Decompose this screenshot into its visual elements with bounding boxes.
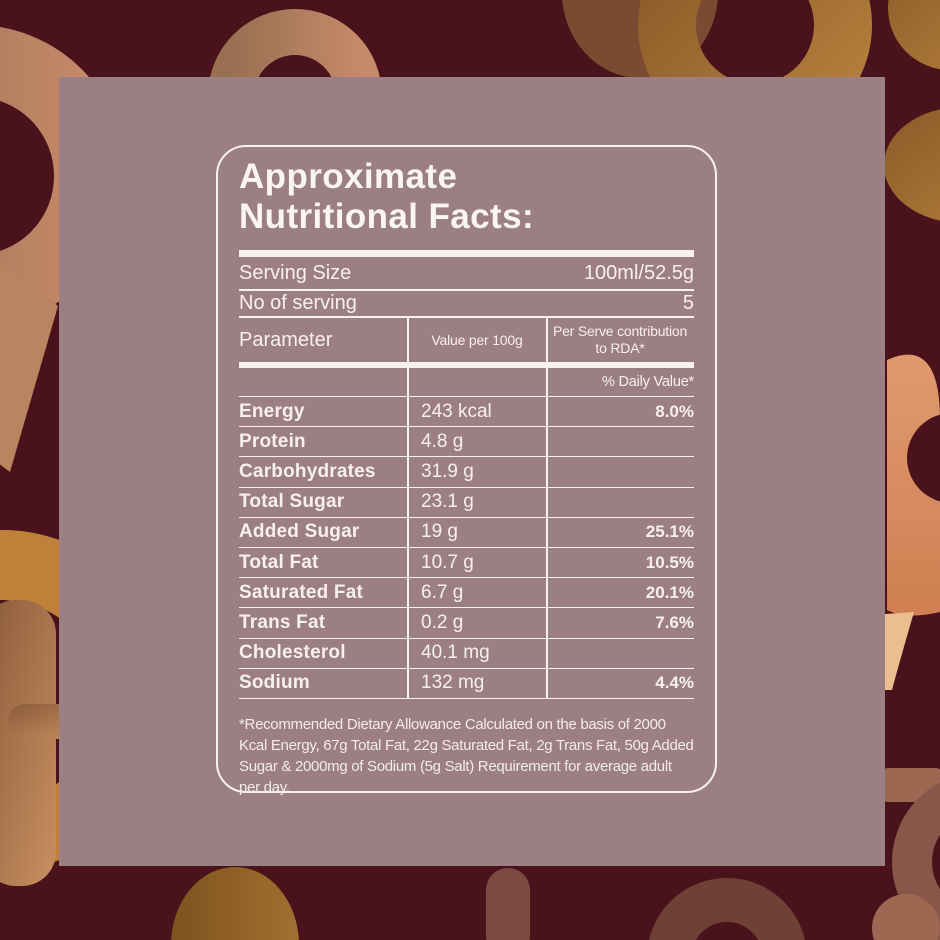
nutrient-pct: 25.1% [645,522,694,542]
serving-size-value: 100ml/52.5g [583,261,694,284]
nutrient-name: Sodium [239,672,310,694]
serving-size-row: Serving Size 100ml/52.5g [239,257,694,291]
table-row: Added Sugar 19 g 25.1% [239,518,694,548]
nutrition-table: Parameter Value per 100g Per Serve contr… [239,318,694,699]
nutrient-value: 6.7 g [421,581,464,603]
serving-size-label: Serving Size [239,261,352,284]
decor-bottom-dome [171,867,299,940]
nutrient-pct: 4.4% [655,673,694,693]
decor-salmon-notch [907,414,940,502]
divider-thick-header [239,362,694,368]
decor-salmon-shape [887,354,940,616]
decor-bottom-stick [486,868,530,940]
nutrient-value: 40.1 mg [421,642,490,664]
nutrient-name: Protein [239,430,306,452]
table-row: Energy 243 kcal 8.0% [239,397,694,428]
nutrient-pct: 20.1% [645,582,694,602]
label-title: Approximate Nutritional Facts: [239,157,694,237]
table-row: Cholesterol 40.1 mg [239,639,694,669]
decor-rose-dot [872,894,940,940]
nutrient-name: Cholesterol [239,642,346,664]
nutrient-value: 132 mg [421,672,485,694]
divider-thick-top [239,250,694,257]
nutrient-name: Total Sugar [239,491,345,513]
table-row: Protein 4.8 g [239,427,694,458]
decor-peach-sliver [885,612,914,690]
column-divider-1 [407,318,409,699]
nutrient-name: Carbohydrates [239,460,376,482]
decor-tan-column [0,600,56,886]
nutrient-name: Saturated Fat [239,581,364,603]
decor-rose-ring [892,782,940,940]
table-row: Trans Fat 0.2 g 7.6% [239,608,694,639]
nutrient-pct: 7.6% [655,612,694,632]
nutrient-value: 10.7 g [421,551,474,573]
label-content: Approximate Nutritional Facts: Serving S… [239,157,694,798]
decor-right-copper [884,109,940,221]
nutrient-value: 31.9 g [421,460,474,482]
column-divider-2 [546,318,548,699]
nutrition-label: Approximate Nutritional Facts: Serving S… [216,145,717,796]
table-header-row: Parameter Value per 100g Per Serve contr… [239,318,694,362]
daily-value-label: % Daily Value* [601,374,694,390]
nutrient-value: 4.8 g [421,430,464,452]
nutrient-name: Added Sugar [239,521,360,543]
decor-bottom-ring [649,878,805,940]
title-line-1: Approximate [239,157,458,196]
table-row: Total Sugar 23.1 g [239,488,694,518]
table-row: Sodium 132 mg 4.4% [239,669,694,699]
title-line-2: Nutritional Facts: [239,197,534,236]
table-row: Saturated Fat 6.7 g 20.1% [239,578,694,609]
rda-footnote: *Recommended Dietary Allowance Calculate… [239,715,694,796]
nutrient-value: 243 kcal [421,400,492,422]
nutrient-value: 23.1 g [421,491,474,513]
servings-count-label: No of serving [239,292,357,314]
header-parameter: Parameter [239,328,333,351]
servings-count-value: 5 [682,292,694,314]
nutrient-value: 19 g [421,521,458,543]
decor-left-wedge [0,262,58,472]
daily-value-row: % Daily Value* [239,368,694,397]
nutrient-value: 0.2 g [421,611,464,633]
nutrient-pct: 10.5% [645,552,694,572]
nutrient-name: Total Fat [239,551,319,573]
nutrient-name: Trans Fat [239,611,326,633]
decor-top-arch [208,9,382,97]
nutrient-pct: 8.0% [655,401,694,421]
header-value: Value per 100g [431,331,523,348]
table-row: Carbohydrates 31.9 g [239,457,694,488]
table-row: Total Fat 10.7 g 10.5% [239,548,694,579]
servings-count-row: No of serving 5 [239,291,694,318]
label-panel [59,77,885,866]
header-rda: Per Serve contribution to RDA* [552,323,688,356]
decor-corner-copper [888,0,940,70]
nutrient-name: Energy [239,400,305,422]
